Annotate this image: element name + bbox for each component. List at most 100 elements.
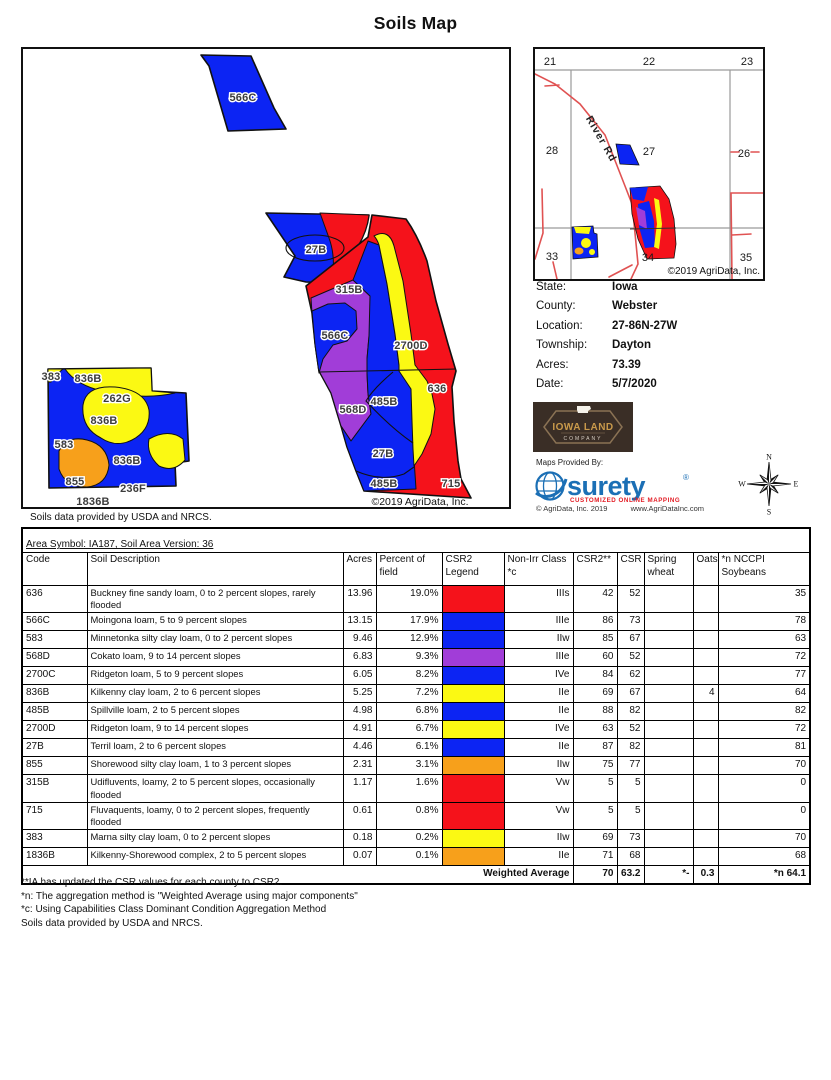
area-symbol: Area Symbol: IA187, Soil Area Version: 3…	[21, 527, 811, 553]
soil-code: 566C	[21, 612, 88, 632]
surety-logo: surety ® CUSTOMIZED ONLINE MAPPING	[535, 471, 689, 503]
table-row: 383 Marna silty clay loam, 0 to 2 percent…	[21, 829, 811, 849]
info-value: 73.39	[612, 358, 641, 371]
soil-code: 715	[21, 801, 88, 831]
soils-table: Area Symbol: IA187, Soil Area Version: 3…	[21, 527, 812, 886]
agridata-credit: © AgriData, Inc. 2019 www.AgriDataInc.co…	[536, 504, 704, 513]
compass-n: N	[766, 453, 772, 462]
soil-description: Buckney fine sandy loam, 0 to 2 percent …	[86, 584, 344, 614]
acres: 0.07	[342, 847, 377, 867]
soil-contour-485b-south	[355, 466, 415, 478]
acres: 9.46	[342, 630, 377, 650]
oats	[692, 847, 719, 867]
csr-value: 73	[616, 829, 645, 849]
table-header-row: Code Soil Description Acres Percent of fiel…	[21, 552, 811, 586]
soil-region-566c-island	[311, 302, 358, 374]
surety-tagline: CUSTOMIZED ONLINE MAPPING	[570, 497, 680, 503]
compass-rose-icon: N S W E	[738, 453, 798, 517]
iowa-state-icon	[577, 406, 591, 413]
csr2-legend-swatch	[441, 801, 505, 831]
soil-region-label: 485B	[370, 478, 397, 490]
info-label: State:	[536, 281, 567, 293]
soil-code: 1836B	[21, 847, 88, 867]
csr-value: 82	[616, 738, 645, 758]
csr2-legend-swatch	[441, 584, 505, 614]
percent-of-field: 9.3%	[375, 648, 443, 668]
nccpi-soybeans: 35	[717, 584, 811, 614]
spring-wheat	[643, 847, 694, 867]
nccpi-soybeans: 70	[717, 829, 811, 849]
table-row: 27B Terril loam, 2 to 6 percent slopes 4.4…	[21, 738, 811, 758]
csr2-legend-swatch	[441, 630, 505, 650]
percent-of-field: 19.0%	[375, 584, 443, 614]
soil-region-label: 1836B	[76, 496, 109, 507]
table-row: 485B Spillville loam, 2 to 5 percent slop…	[21, 702, 811, 722]
csr2-value: 88	[572, 702, 618, 722]
soil-description: Spillville loam, 2 to 5 percent slopes	[86, 702, 344, 722]
csr-value: 52	[616, 648, 645, 668]
field-info: State: Iowa County: Webster Location: 27-86N-…	[536, 281, 776, 397]
table-row: 566C Moingona loam, 5 to 9 percent slopes…	[21, 612, 811, 632]
table-row: 1836B Kilkenny-Shorewood complex, 2 to 5 …	[21, 847, 811, 867]
csr-value: 5	[616, 774, 645, 803]
acres: 5.25	[342, 684, 377, 704]
nccpi-soybeans: 72	[717, 648, 811, 668]
info-row: County: Webster	[536, 300, 776, 319]
table-row: 855 Shorewood silty clay loam, 1 to 3 per…	[21, 756, 811, 776]
spring-wheat	[643, 630, 694, 650]
acres: 0.18	[342, 829, 377, 849]
mini-parcel-main-blue-top	[630, 187, 648, 201]
soil-region-566c-north	[200, 54, 287, 132]
info-value: Iowa	[612, 281, 638, 293]
oats	[692, 584, 719, 614]
locator-section-label: 27	[643, 146, 655, 158]
table-row: 2700C Ridgeton loam, 5 to 9 percent slope…	[21, 666, 811, 686]
column-header: *n NCCPI Soybeans	[717, 552, 811, 586]
locator-map-svg: 21 22 23 28 27 26 33 34 35 River Rd ©2019 AgriDa…	[535, 56, 763, 279]
info-label: Acres:	[536, 358, 569, 371]
soil-code: 836B	[21, 684, 88, 704]
surety-wordmark: surety	[567, 471, 646, 501]
soil-code: 636	[21, 584, 88, 614]
wa-csr2: 70	[572, 865, 618, 885]
oats	[692, 630, 719, 650]
spring-wheat	[643, 612, 694, 632]
info-label: Township:	[536, 339, 588, 352]
soil-contour-27b	[285, 234, 345, 262]
nccpi-soybeans: 72	[717, 720, 811, 740]
column-header: Spring wheat	[643, 552, 694, 586]
river-rd-label: River Rd	[583, 114, 619, 164]
non-irr-class: Vw	[503, 801, 574, 831]
percent-of-field: 7.2%	[375, 684, 443, 704]
nccpi-soybeans: 77	[717, 666, 811, 686]
table-row: 715 Fluvaquents, loamy, 0 to 2 percent sl…	[21, 801, 811, 831]
csr2-legend-swatch	[441, 612, 505, 632]
table-row: 636 Buckney fine sandy loam, 0 to 2 perce…	[21, 584, 811, 614]
csr2-value: 71	[572, 847, 618, 867]
logo-hexagon	[543, 410, 623, 444]
footnote: Soils data provided by USDA and NRCS.	[21, 917, 203, 929]
non-irr-class: Vw	[503, 774, 574, 803]
road-east	[730, 192, 763, 279]
csr2-legend-swatch	[441, 756, 505, 776]
nccpi-soybeans: 63	[717, 630, 811, 650]
map-caption: Soils data provided by USDA and NRCS.	[30, 512, 212, 523]
non-irr-class: IIe	[503, 684, 574, 704]
soils-data-table: Area Symbol: IA187, Soil Area Version: 3…	[21, 527, 812, 886]
csr2-legend-swatch	[441, 684, 505, 704]
agridata-copyright: © AgriData, Inc. 2019	[536, 504, 608, 513]
csr-value: 52	[616, 584, 645, 614]
soil-region-label: 636	[428, 383, 447, 395]
info-value: Dayton	[612, 339, 651, 352]
acres: 13.96	[342, 584, 377, 614]
weighted-average-row: Weighted Average 70 63.2 *- 0.3 *n 64.1	[21, 865, 811, 885]
soil-region-836b-mid	[82, 386, 150, 444]
oats	[692, 738, 719, 758]
locator-section-label: 21	[544, 56, 556, 68]
soil-region-383-corner	[47, 368, 64, 383]
main-map-labels: 566C 27B 315B 566C 2700D 636 485B 568D 27B 485B 71…	[40, 91, 462, 507]
nccpi-soybeans: 64	[717, 684, 811, 704]
column-header: Non-Irr Class *c	[503, 552, 574, 586]
locator-section-label: 22	[643, 56, 655, 68]
